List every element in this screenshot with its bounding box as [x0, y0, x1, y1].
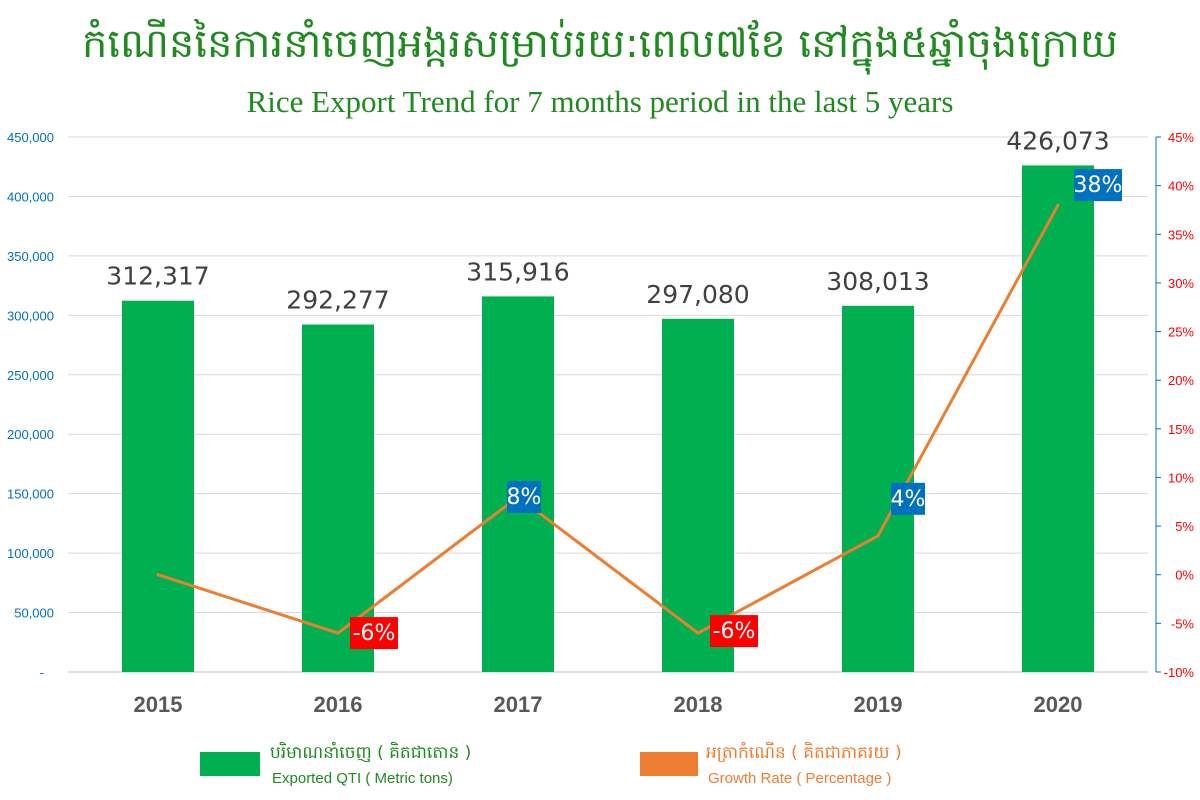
bar-value-label: 315,916: [466, 257, 569, 286]
bar-value-label: 297,080: [646, 280, 749, 309]
growth-rate-point: [336, 631, 340, 635]
growth-data-label: 4%: [891, 487, 926, 512]
right-axis-tick-label: 20%: [1168, 373, 1194, 388]
right-axis-tick-label: 25%: [1168, 325, 1194, 340]
right-axis-tick-label: 45%: [1168, 130, 1194, 145]
growth-rate-point: [696, 631, 700, 635]
left-axis-tick-label: 450,000: [7, 130, 54, 145]
legend-line-label-english: Growth Rate ( Percentage ): [708, 770, 892, 787]
x-axis-tick-label: 2016: [314, 692, 363, 717]
left-axis-tick-label: -: [40, 665, 44, 680]
left-axis-tick-label: 150,000: [7, 487, 54, 502]
bar-value-label: 426,073: [1006, 126, 1109, 155]
x-axis-tick-label: 2020: [1034, 692, 1083, 717]
bar-2015: [122, 300, 194, 672]
growth-label-box: [891, 482, 925, 515]
growth-rate-line: [157, 204, 1060, 635]
growth-label-box: [1074, 169, 1122, 202]
left-axis-tick-label: 350,000: [7, 249, 54, 264]
right-axis-tick-label: 15%: [1168, 422, 1194, 437]
right-axis-tick-label: -5%: [1171, 616, 1195, 631]
growth-data-label: -6%: [713, 619, 756, 644]
growth-data-label: 38%: [1074, 173, 1123, 198]
x-axis-tick-label: 2019: [854, 692, 903, 717]
growth-rate-point: [156, 573, 160, 577]
legend-swatch-line: [640, 752, 698, 776]
left-axis-tick-label: 50,000: [14, 606, 54, 621]
growth-rate-point: [876, 534, 880, 538]
legend-line-label-khmer: អត្រាកំណើន ( គិតជាភាគរយ ): [706, 743, 902, 763]
growth-data-label: -6%: [353, 621, 396, 646]
right-axis-tick-label: 5%: [1175, 519, 1194, 534]
chart-title-khmer: កំណើននៃការនាំចេញអង្ករសម្រាប់រយ:ពេល៧ខែ នៅ…: [82, 21, 1118, 67]
left-axis-tick-label: 400,000: [7, 189, 54, 204]
chart-title-english: Rice Export Trend for 7 months period in…: [246, 84, 954, 119]
growth-rate-point: [1056, 203, 1060, 207]
legend-swatch-bar: [200, 752, 260, 776]
x-axis-tick-label: 2015: [134, 692, 183, 717]
bar-value-label: 312,317: [106, 262, 209, 291]
x-axis-tick-label: 2017: [494, 692, 543, 717]
right-axis-tick-label: 40%: [1168, 179, 1194, 194]
left-axis-tick-label: 250,000: [7, 368, 54, 383]
legend-bar-label-khmer: បរិមាណនាំចេញ ( គិតជាតោន ): [270, 743, 472, 763]
growth-label-box: [710, 615, 758, 648]
growth-data-label: 8%: [507, 485, 542, 510]
bar-2020: [1022, 165, 1094, 673]
bar-value-label: 308,013: [826, 267, 929, 296]
x-axis-tick-label: 2018: [674, 692, 723, 717]
growth-label-box: [507, 480, 541, 513]
right-axis-tick-label: 0%: [1175, 568, 1194, 583]
left-axis-tick-label: 200,000: [7, 427, 54, 442]
right-axis-tick-label: 10%: [1168, 470, 1194, 485]
bar-value-label: 292,277: [286, 286, 389, 315]
right-axis-tick-label: 30%: [1168, 276, 1194, 291]
right-axis-tick-label: 35%: [1168, 227, 1194, 242]
legend-bar-label-english: Exported QTI ( Metric tons): [272, 770, 453, 787]
growth-label-box: [350, 617, 398, 650]
left-axis-tick-label: 100,000: [7, 546, 54, 561]
right-axis-tick-label: -10%: [1164, 665, 1195, 680]
left-axis-tick-label: 300,000: [7, 308, 54, 323]
